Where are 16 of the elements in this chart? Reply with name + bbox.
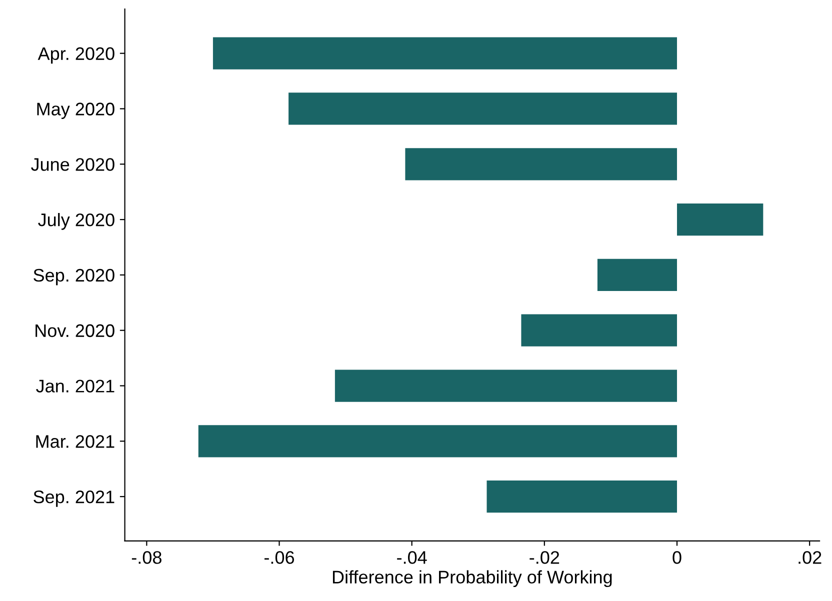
x-tick-label: 0 <box>672 551 682 564</box>
x-tick-label: -.02 <box>530 551 560 564</box>
y-tick-label: Sep. 2020 <box>34 268 114 286</box>
x-axis-title: Difference in Probability of Working <box>332 570 612 588</box>
y-tick-label: Mar. 2021 <box>36 435 114 448</box>
y-tick-label: Jan. 2021 <box>36 380 114 392</box>
y-tick-label: Nov. 2020 <box>36 324 114 338</box>
x-tick-label: .02 <box>798 551 822 564</box>
y-tick-label: Apr. 2020 <box>38 47 114 64</box>
y-tick-label: May 2020 <box>37 102 114 120</box>
x-tick-label: -.04 <box>397 551 427 564</box>
y-tick-label: Sep. 2021 <box>34 490 114 507</box>
x-tick-label: -.08 <box>132 551 162 564</box>
x-tick-label: -.06 <box>264 551 294 564</box>
y-tick-label: June 2020 <box>31 158 114 171</box>
y-tick-label: July 2020 <box>38 213 114 230</box>
